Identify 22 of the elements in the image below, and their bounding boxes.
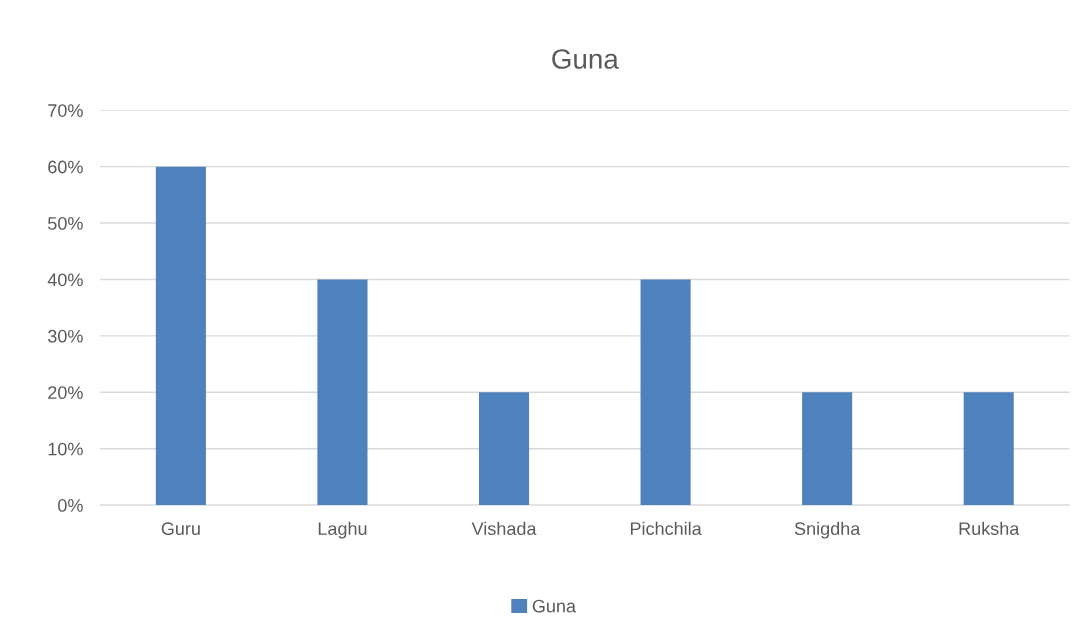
x-tick-label: Guru (161, 522, 200, 536)
legend-label: Guna (532, 599, 577, 613)
y-tick-label: 0% (58, 499, 83, 512)
y-tick-label: 60% (48, 160, 83, 174)
y-tick-label: 20% (48, 386, 83, 400)
chart-title: Guna (552, 49, 619, 69)
y-tick-label: 40% (47, 273, 83, 287)
x-tick-label: Vishada (471, 521, 537, 536)
bar (155, 166, 206, 506)
y-tick-label: 30% (47, 329, 83, 343)
y-tick-label: 10% (48, 442, 83, 456)
bar (640, 279, 691, 506)
x-tick-label: Pichchila (630, 521, 702, 536)
y-tick-label: 70% (48, 104, 83, 117)
x-tick-label: Laghu (318, 521, 367, 539)
bar (317, 279, 368, 506)
bar (478, 392, 530, 506)
x-tick-label: Ruksha (959, 521, 1020, 536)
bar (963, 392, 1014, 506)
x-tick-label: Snigdha (794, 521, 861, 539)
bar (802, 392, 853, 506)
y-tick-label: 50% (48, 217, 83, 230)
